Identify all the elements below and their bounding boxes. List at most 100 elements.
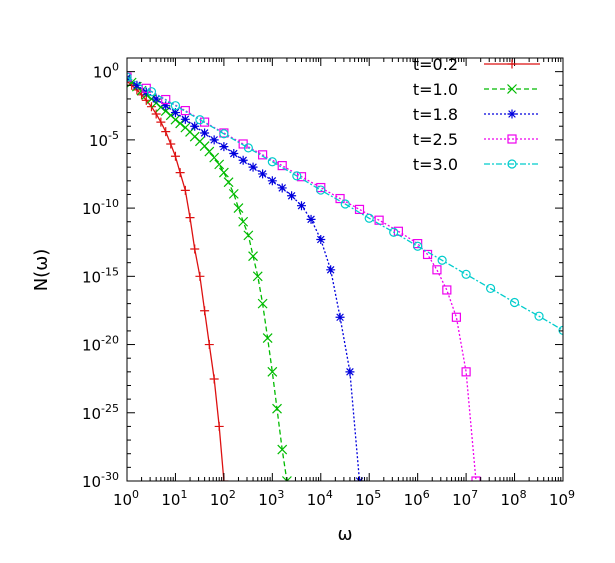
x-tick-label-exp: 6 [423, 488, 430, 501]
data-point [437, 255, 447, 265]
data-point [200, 306, 210, 316]
x-tick-label: 107 [452, 488, 478, 509]
x-tick-label-base: 10 [501, 491, 520, 509]
data-point [127, 72, 132, 82]
x-tick-label-base: 10 [404, 491, 423, 509]
legend-label: t=2.5 [413, 130, 458, 149]
data-point [281, 476, 292, 481]
data-point [534, 311, 544, 321]
data-point [461, 269, 471, 279]
x-tick-label-base: 10 [161, 491, 180, 509]
data-point [132, 80, 142, 90]
data-point [316, 234, 326, 244]
data-point [161, 94, 171, 105]
data-point [451, 312, 461, 322]
data-point [195, 271, 205, 281]
data-point [170, 151, 180, 161]
data-point [326, 265, 336, 275]
ticks-layer: 100 101 102 103 104 105 106 107 108 10910010-510-… [82, 58, 575, 509]
data-point [252, 271, 263, 282]
data-point [364, 213, 374, 223]
data-point [287, 191, 297, 201]
data-point [151, 109, 161, 119]
data-point [146, 87, 157, 97]
y-tick-label: 10-15 [82, 265, 119, 286]
y-tick-label-base: 10 [82, 337, 101, 355]
y-tick-label-exp: -5 [108, 129, 119, 142]
x-tick-label: 102 [210, 488, 236, 509]
y-tick-label-base: 10 [82, 405, 101, 423]
data-point [340, 199, 350, 209]
y-tick-label-exp: -15 [101, 265, 119, 278]
data-point [218, 167, 229, 178]
y-tick-label: 10-5 [89, 129, 119, 150]
data-point [485, 283, 496, 294]
data-point [161, 101, 171, 111]
data-point [389, 227, 399, 237]
data-point [219, 129, 229, 139]
data-point [190, 244, 200, 254]
data-point [209, 152, 220, 163]
y-tick-label: 10-10 [82, 197, 119, 218]
x-tick-label-exp: 1 [180, 488, 187, 501]
data-point [442, 285, 452, 295]
data-point [137, 90, 147, 100]
x-tick-label: 101 [161, 488, 187, 509]
data-point [306, 214, 316, 224]
data-point [413, 239, 423, 249]
x-tick-label: 108 [501, 488, 527, 509]
legend-label: t=0.2 [413, 55, 458, 74]
data-point [204, 340, 214, 350]
data-point [267, 366, 278, 377]
data-point [170, 108, 180, 118]
data-point [229, 149, 239, 159]
data-point [238, 155, 248, 165]
data-point [316, 185, 326, 195]
legend-item: t=2.5 [413, 130, 540, 149]
y-axis-label: N(ω) [31, 249, 52, 292]
data-point [161, 127, 171, 137]
data-point [248, 251, 258, 262]
x-tick-label-exp: 9 [568, 488, 575, 501]
legend-marker [507, 59, 517, 69]
legend-item: t=3.0 [413, 155, 540, 174]
y-tick-label-exp: -30 [101, 470, 119, 483]
data-point [277, 444, 288, 455]
data-point [175, 168, 185, 178]
y-tick-label-exp: -25 [101, 402, 119, 415]
data-point [257, 298, 268, 309]
x-tick-label-exp: 5 [374, 488, 381, 501]
x-tick-label-exp: 3 [277, 488, 284, 501]
data-point [166, 139, 176, 149]
data-point [471, 476, 481, 481]
legend-marker [507, 134, 517, 144]
y-tick-label: 10-25 [82, 402, 119, 423]
x-tick-label: 109 [549, 488, 575, 509]
data-point [200, 117, 210, 127]
legend-item: t=1.0 [413, 80, 540, 99]
x-tick-label-base: 10 [113, 491, 132, 509]
x-tick-label: 103 [258, 488, 284, 509]
data-point [243, 230, 254, 241]
x-tick-label-base: 10 [355, 491, 374, 509]
data-point [262, 333, 273, 343]
data-point [219, 142, 229, 152]
legend-marker [507, 84, 517, 94]
y-tick-label-base: 10 [82, 200, 101, 218]
data-point [509, 297, 520, 308]
x-tick-label-exp: 2 [229, 488, 236, 501]
data-point [223, 177, 234, 188]
data-point [258, 150, 268, 160]
x-tick-label-exp: 4 [326, 488, 333, 501]
data-point [156, 117, 166, 127]
data-point [180, 185, 190, 195]
x-tick-label-exp: 7 [471, 488, 478, 501]
data-point [209, 135, 219, 145]
x-tick-label: 106 [404, 488, 430, 509]
data-point [200, 128, 210, 138]
data-point [175, 118, 186, 129]
data-point [292, 171, 302, 181]
y-tick-label-exp: -20 [101, 334, 119, 347]
